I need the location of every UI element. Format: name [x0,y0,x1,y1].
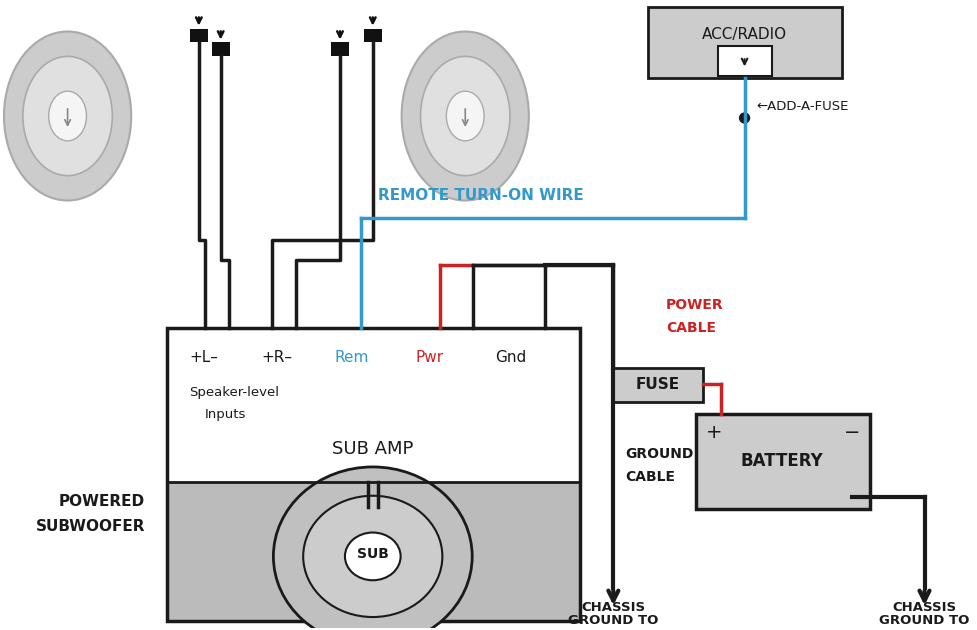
Bar [648,7,841,78]
Bar [717,47,772,76]
Text: REMOTE TURN-ON WIRE: REMOTE TURN-ON WIRE [377,188,583,203]
Text: POWERED: POWERED [59,494,145,509]
Text: CABLE: CABLE [665,321,715,335]
Text: GROUND TO: GROUND TO [878,614,969,626]
Text: CHASSIS: CHASSIS [580,600,645,614]
Text: SUB: SUB [357,547,388,561]
Text: Gnd: Gnd [494,350,526,365]
Text: GROUND: GROUND [624,447,693,461]
Text: Inputs: Inputs [204,408,246,421]
Ellipse shape [345,532,401,580]
Text: +: + [704,423,721,442]
Text: Pwr: Pwr [415,350,444,365]
Text: FUSE: FUSE [635,377,679,392]
Bar [167,328,579,621]
Ellipse shape [303,496,442,617]
Ellipse shape [49,91,86,141]
Text: −: − [843,423,859,442]
Ellipse shape [4,32,131,200]
Text: SUBWOOFER: SUBWOOFER [35,519,145,534]
Ellipse shape [420,56,509,176]
Text: ←ADD-A-FUSE: ←ADD-A-FUSE [756,100,848,113]
Bar [190,28,207,42]
Text: +L–: +L– [189,350,218,365]
Text: Speaker-level: Speaker-level [189,386,278,399]
Ellipse shape [402,32,529,200]
Text: CABLE: CABLE [624,470,674,484]
Bar [167,482,579,621]
Text: CHASSIS: CHASSIS [892,600,956,614]
Text: +R–: +R– [261,350,292,365]
Ellipse shape [22,56,112,176]
Text: SUB AMP: SUB AMP [332,440,413,458]
Text: Rem: Rem [334,350,368,365]
Text: GROUND TO: GROUND TO [568,614,658,626]
Bar [613,367,702,403]
Text: ACC/RADIO: ACC/RADIO [701,27,786,42]
Ellipse shape [446,91,484,141]
Bar [363,28,381,42]
Bar [212,42,230,56]
Bar [167,328,579,482]
Bar [696,415,869,508]
Circle shape [739,113,748,123]
Bar [330,42,349,56]
Text: POWER: POWER [665,298,723,312]
Ellipse shape [274,467,472,630]
Text: BATTERY: BATTERY [741,452,823,470]
